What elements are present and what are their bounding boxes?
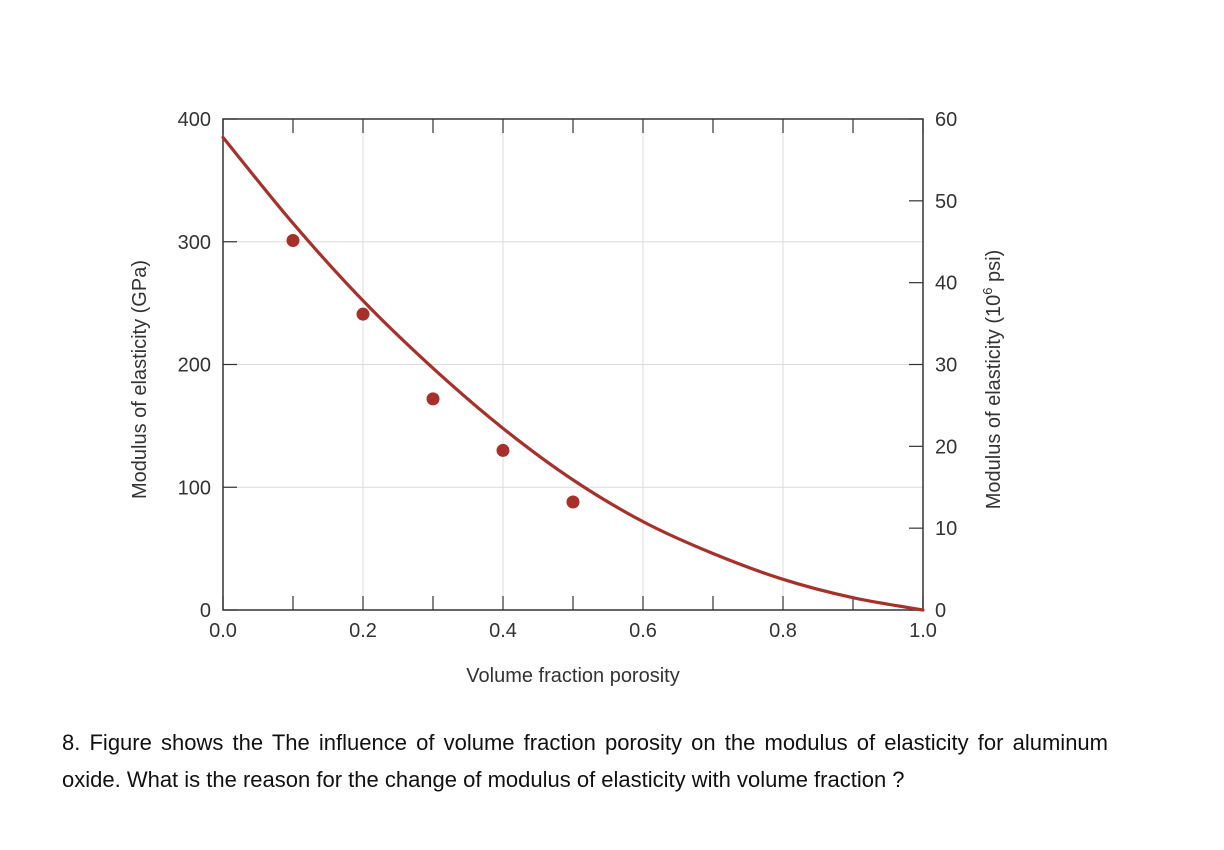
y-tick-label: 300 <box>178 232 211 254</box>
chart-svg: 0.0 0.2 0.4 0.6 0.8 1.00100200300400010203040… <box>129 109 1005 687</box>
x-tick-label: 0.6 <box>629 620 657 642</box>
data-point <box>286 234 300 248</box>
data-point <box>356 307 370 321</box>
y-tick-label: 400 <box>178 109 211 131</box>
question-text: 8. Figure shows the The influence of vol… <box>62 730 1108 792</box>
y-right-axis-title-prefix: Modulus of elasticity (10 <box>983 295 1005 510</box>
chart: 0.0 0.2 0.4 0.6 0.8 1.0 0 100 200 300 400 0 10 20 30 40… <box>129 109 1005 687</box>
point-layer <box>286 234 580 509</box>
curve-layer <box>221 135 925 612</box>
data-point <box>426 392 440 406</box>
y-right-tick-label: 0 <box>935 600 946 622</box>
grid <box>223 119 923 610</box>
y-right-tick-label: 40 <box>935 273 957 295</box>
y-right-tick-label: 10 <box>935 518 957 540</box>
data-point <box>566 495 580 509</box>
y-axis-title: Modulus of elasticity (GPa) <box>129 260 151 499</box>
x-tick-label: 0.8 <box>769 620 797 642</box>
y-tick-label: 200 <box>178 355 211 377</box>
data-point <box>496 443 510 457</box>
y-tick-label: 0 <box>200 600 211 622</box>
y-right-tick-label: 30 <box>935 355 957 377</box>
x-tick-label: 0.4 <box>489 620 517 642</box>
y-right-tick-label: 20 <box>935 436 957 458</box>
y-right-axis-title-suffix: psi) <box>983 250 1005 288</box>
y-right-tick-label: 60 <box>935 109 957 131</box>
ticks: 0.0 0.2 0.4 0.6 0.8 1.00100200300400010203040… <box>178 109 958 642</box>
fit-curve-line <box>221 135 925 612</box>
x-tick-label: 1.0 <box>909 620 937 642</box>
x-axis-title: Volume fraction porosity <box>466 665 679 687</box>
x-tick-label: 0.0 <box>209 620 237 642</box>
x-tick-label: 0.2 <box>349 620 377 642</box>
y-right-axis-title: Modulus of elasticity (106 psi) <box>980 250 1005 510</box>
y-tick-label: 100 <box>178 477 211 499</box>
y-right-tick-label: 50 <box>935 191 957 213</box>
y-right-axis-title-sup: 6 <box>980 288 995 295</box>
